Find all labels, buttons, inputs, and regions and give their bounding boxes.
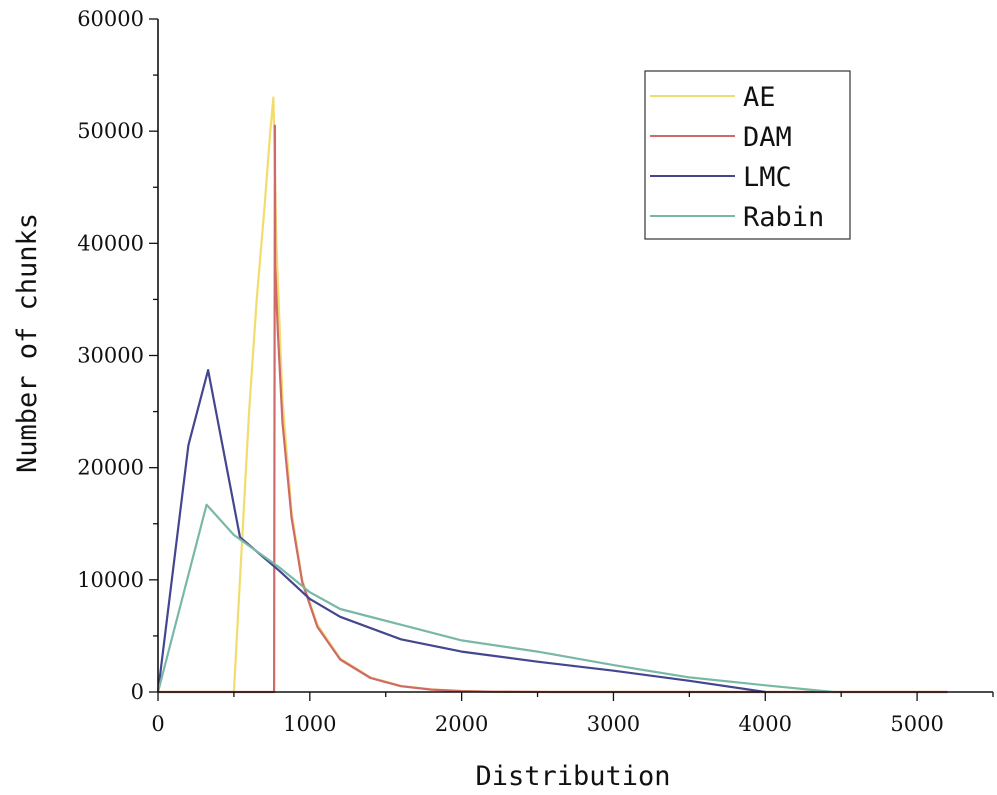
axes xyxy=(149,18,994,701)
y-tick-label: 40000 xyxy=(77,231,144,255)
y-tick-label: 60000 xyxy=(77,7,144,31)
y-tick-label: 0 xyxy=(131,680,144,704)
legend-label-lmc: LMC xyxy=(743,162,792,193)
y-tick-label: 50000 xyxy=(77,119,144,143)
y-axis-title: Number of chunks xyxy=(12,213,43,473)
legend-label-ae: AE xyxy=(743,82,776,113)
legend-box xyxy=(644,70,851,240)
legend-label-rabin: Rabin xyxy=(743,202,824,233)
x-tick-label: 3000 xyxy=(587,712,640,736)
series-line-lmc xyxy=(156,369,766,694)
x-axis-title: Distribution xyxy=(475,761,670,792)
y-tick-label: 20000 xyxy=(77,456,144,480)
y-tick-label: 30000 xyxy=(77,344,144,368)
x-tick-label: 5000 xyxy=(890,712,943,736)
series-line-rabin xyxy=(156,503,834,694)
x-tick-label: 2000 xyxy=(435,712,488,736)
y-tick-label: 10000 xyxy=(77,568,144,592)
legend-label-dam: DAM xyxy=(743,122,792,153)
x-tick-label: 4000 xyxy=(739,712,792,736)
x-tick-label: 0 xyxy=(151,712,164,736)
x-tick-label: 1000 xyxy=(283,712,336,736)
tick-labels: 0 1000 2000 3000 4000 50000100002000030000400… xyxy=(77,7,944,736)
legend: AE DAM LMC Rabin xyxy=(644,70,851,240)
